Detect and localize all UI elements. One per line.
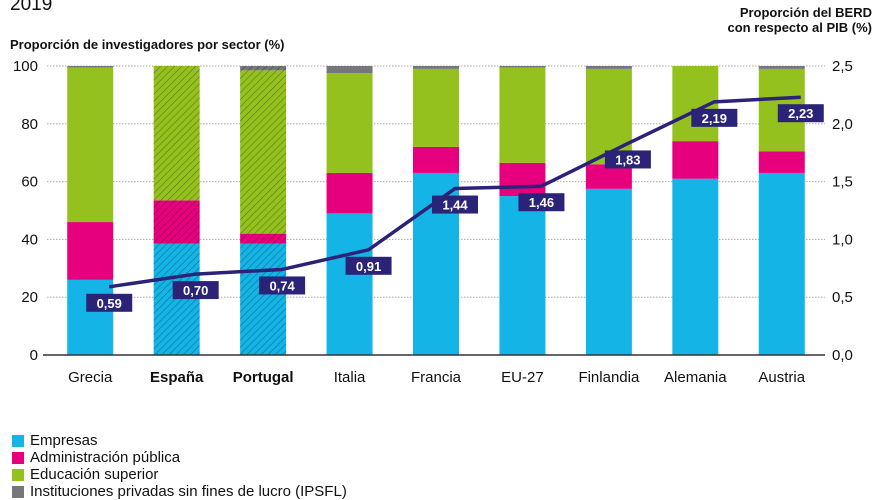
bar-segment [413,68,459,147]
bar-segment [67,66,114,68]
right-tick-label: 0,5 [832,289,853,306]
bar-hatch [153,200,200,244]
bar-hatch [153,243,200,355]
bar-segment [672,141,719,179]
left-tick-label: 100 [13,58,38,75]
right-tick-label: 2,5 [832,58,853,75]
category-label: Portugal [233,369,294,386]
bar-segment [758,66,805,69]
bar-hatch [153,66,200,201]
data-label: 2,23 [788,106,813,121]
left-tick-label: 40 [21,231,38,248]
berd-line [108,95,801,289]
data-label-box [518,193,565,212]
data-label: 1,46 [529,195,554,210]
legend-swatch [12,451,24,464]
left-tick-label: 80 [21,116,38,133]
legend-swatch [12,434,24,447]
data-label-box [777,104,824,123]
bar-segment [499,196,546,355]
category-label: EU-27 [501,369,544,386]
legend-item: Instituciones privadas sin fines de lucr… [12,483,347,500]
bar-segment [326,172,373,214]
right-tick-label: 2,0 [832,116,853,133]
legend-swatch [12,485,24,498]
bar-segment [67,67,114,223]
bar-segment [758,172,805,355]
bar-segment [585,66,632,69]
category-label: Francia [411,369,462,386]
category-label: Grecia [68,369,113,386]
bar-segment [67,222,114,280]
bar-segment [326,213,373,355]
legend-item: Educación superior [12,466,347,483]
category-label: Austria [758,369,805,386]
data-label: 0,70 [183,283,208,298]
data-label: 0,59 [97,296,122,311]
legend-item: Administración pública [12,449,347,466]
left-tick-label: 20 [21,289,38,306]
bar-segment [67,279,114,355]
left-tick-label: 60 [21,174,38,191]
data-label-box [345,256,392,275]
legend-swatch [12,468,24,481]
bar-segment [758,151,805,173]
right-tick-label: 0,0 [832,347,853,364]
bar-segment [672,178,719,355]
bar-segment [326,73,373,173]
data-label-box [86,293,133,312]
bar-hatch [240,66,287,71]
data-label: 1,44 [442,198,468,213]
legend-label: Instituciones privadas sin fines de lucr… [30,483,347,500]
category-label: Alemania [664,369,727,386]
bar-segment [326,66,373,74]
legend-item: Empresas [12,432,347,449]
bar-segment [585,188,632,355]
bar-segment [413,66,459,69]
bar-hatch [240,70,287,234]
bar-hatch [240,243,287,355]
data-label-box [432,195,478,214]
category-label: Italia [334,369,366,386]
right-tick-label: 1,0 [832,231,853,248]
bar-segment [499,67,546,163]
left-tick-label: 0 [30,347,38,364]
data-label-box [259,276,306,295]
left-axis-title: Proporción de investigadores por sector … [10,37,285,52]
data-label-box [604,150,651,169]
category-label: España [150,369,204,386]
data-label-box [691,108,738,127]
bar-segment [499,66,546,68]
chart-title: 2019 [10,0,53,15]
right-tick-label: 1,5 [832,174,853,191]
chart: 0 20 40 60 80 100 0,0 0,5 1,0 1,5 2,0 2,5 Grecia Espa… [13,58,853,386]
legend-label: Empresas [30,432,98,449]
data-label: 0,74 [269,278,295,293]
category-label: Finlandia [578,369,640,386]
data-label: 2,19 [702,111,727,126]
legend-label: Administración pública [30,449,181,466]
bar-segment [499,162,546,197]
bar-segment [413,146,459,173]
legend: Empresas Administración pública Educación … [12,432,347,500]
data-label: 1,83 [615,152,640,167]
legend-label: Educación superior [30,466,159,483]
bar-hatch [240,233,287,244]
data-label: 0,91 [356,259,381,274]
bar-segment [585,68,632,165]
data-label-box [172,281,219,300]
right-axis-title: Proporción del BERD con respecto al PIB … [727,5,872,35]
